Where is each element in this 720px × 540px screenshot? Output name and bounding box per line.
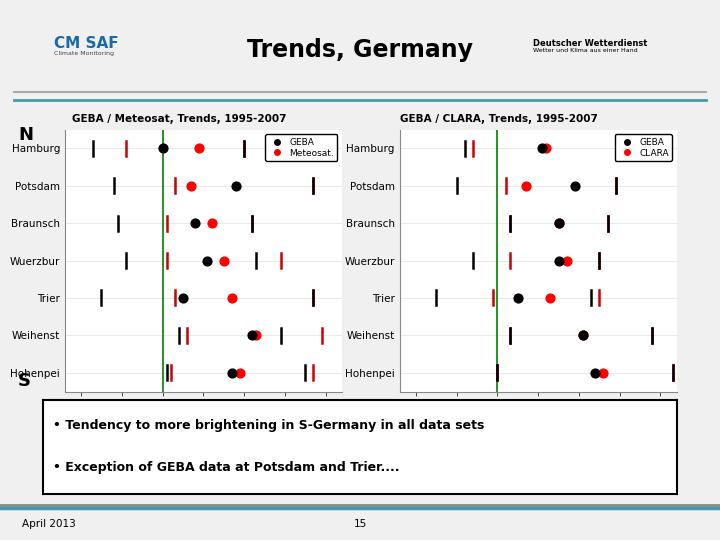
Point [577, 331, 589, 340]
Legend: GEBA, CLARA: GEBA, CLARA [615, 134, 672, 161]
Point [194, 144, 205, 153]
Text: Climate Monitoring: Climate Monitoring [54, 51, 114, 57]
Point [512, 294, 523, 302]
Text: April 2013: April 2013 [22, 519, 76, 529]
Text: • Tendency to more brightening in S-Germany in all data sets: • Tendency to more brightening in S-Germ… [53, 418, 484, 431]
Text: GEBA / CLARA, Trends, 1995-2007: GEBA / CLARA, Trends, 1995-2007 [400, 113, 598, 124]
Point [521, 181, 532, 190]
Text: 15: 15 [354, 519, 366, 529]
Point [234, 368, 246, 377]
Text: Deutscher Wetterdienst: Deutscher Wetterdienst [533, 39, 647, 48]
Point [577, 331, 589, 340]
Text: GEBA / Meteosat, Trends, 1995-2007: GEBA / Meteosat, Trends, 1995-2007 [72, 113, 287, 124]
Point [544, 294, 556, 302]
Point [189, 219, 201, 227]
Text: CM SAF: CM SAF [54, 36, 119, 51]
Text: Trends, Germany: Trends, Germany [247, 38, 473, 62]
Point [541, 144, 552, 153]
Point [206, 219, 217, 227]
Point [157, 144, 168, 153]
Point [226, 368, 238, 377]
Point [186, 181, 197, 190]
Point [553, 256, 564, 265]
Point [553, 219, 564, 227]
Point [598, 368, 609, 377]
Point [246, 331, 258, 340]
Point [218, 256, 230, 265]
Text: S: S [18, 372, 31, 390]
Text: • Exception of GEBA data at Potsdam and Trier....: • Exception of GEBA data at Potsdam and … [53, 461, 399, 474]
Text: Wetter und Klima aus einer Hand: Wetter und Klima aus einer Hand [533, 48, 637, 53]
Point [569, 181, 580, 190]
X-axis label: Linear Trend(Wm⁻²/dec): Linear Trend(Wm⁻²/dec) [476, 416, 600, 426]
Point [590, 368, 601, 377]
Legend: GEBA, Meteosat.: GEBA, Meteosat. [265, 134, 338, 161]
Point [251, 331, 262, 340]
Point [536, 144, 548, 153]
Point [177, 294, 189, 302]
X-axis label: Linear Trend(Wm⁻²/dec): Linear Trend(Wm⁻²/dec) [141, 416, 266, 426]
Text: N: N [18, 126, 33, 144]
Point [202, 256, 213, 265]
Point [561, 256, 572, 265]
Point [230, 181, 242, 190]
Point [226, 294, 238, 302]
Point [553, 219, 564, 227]
